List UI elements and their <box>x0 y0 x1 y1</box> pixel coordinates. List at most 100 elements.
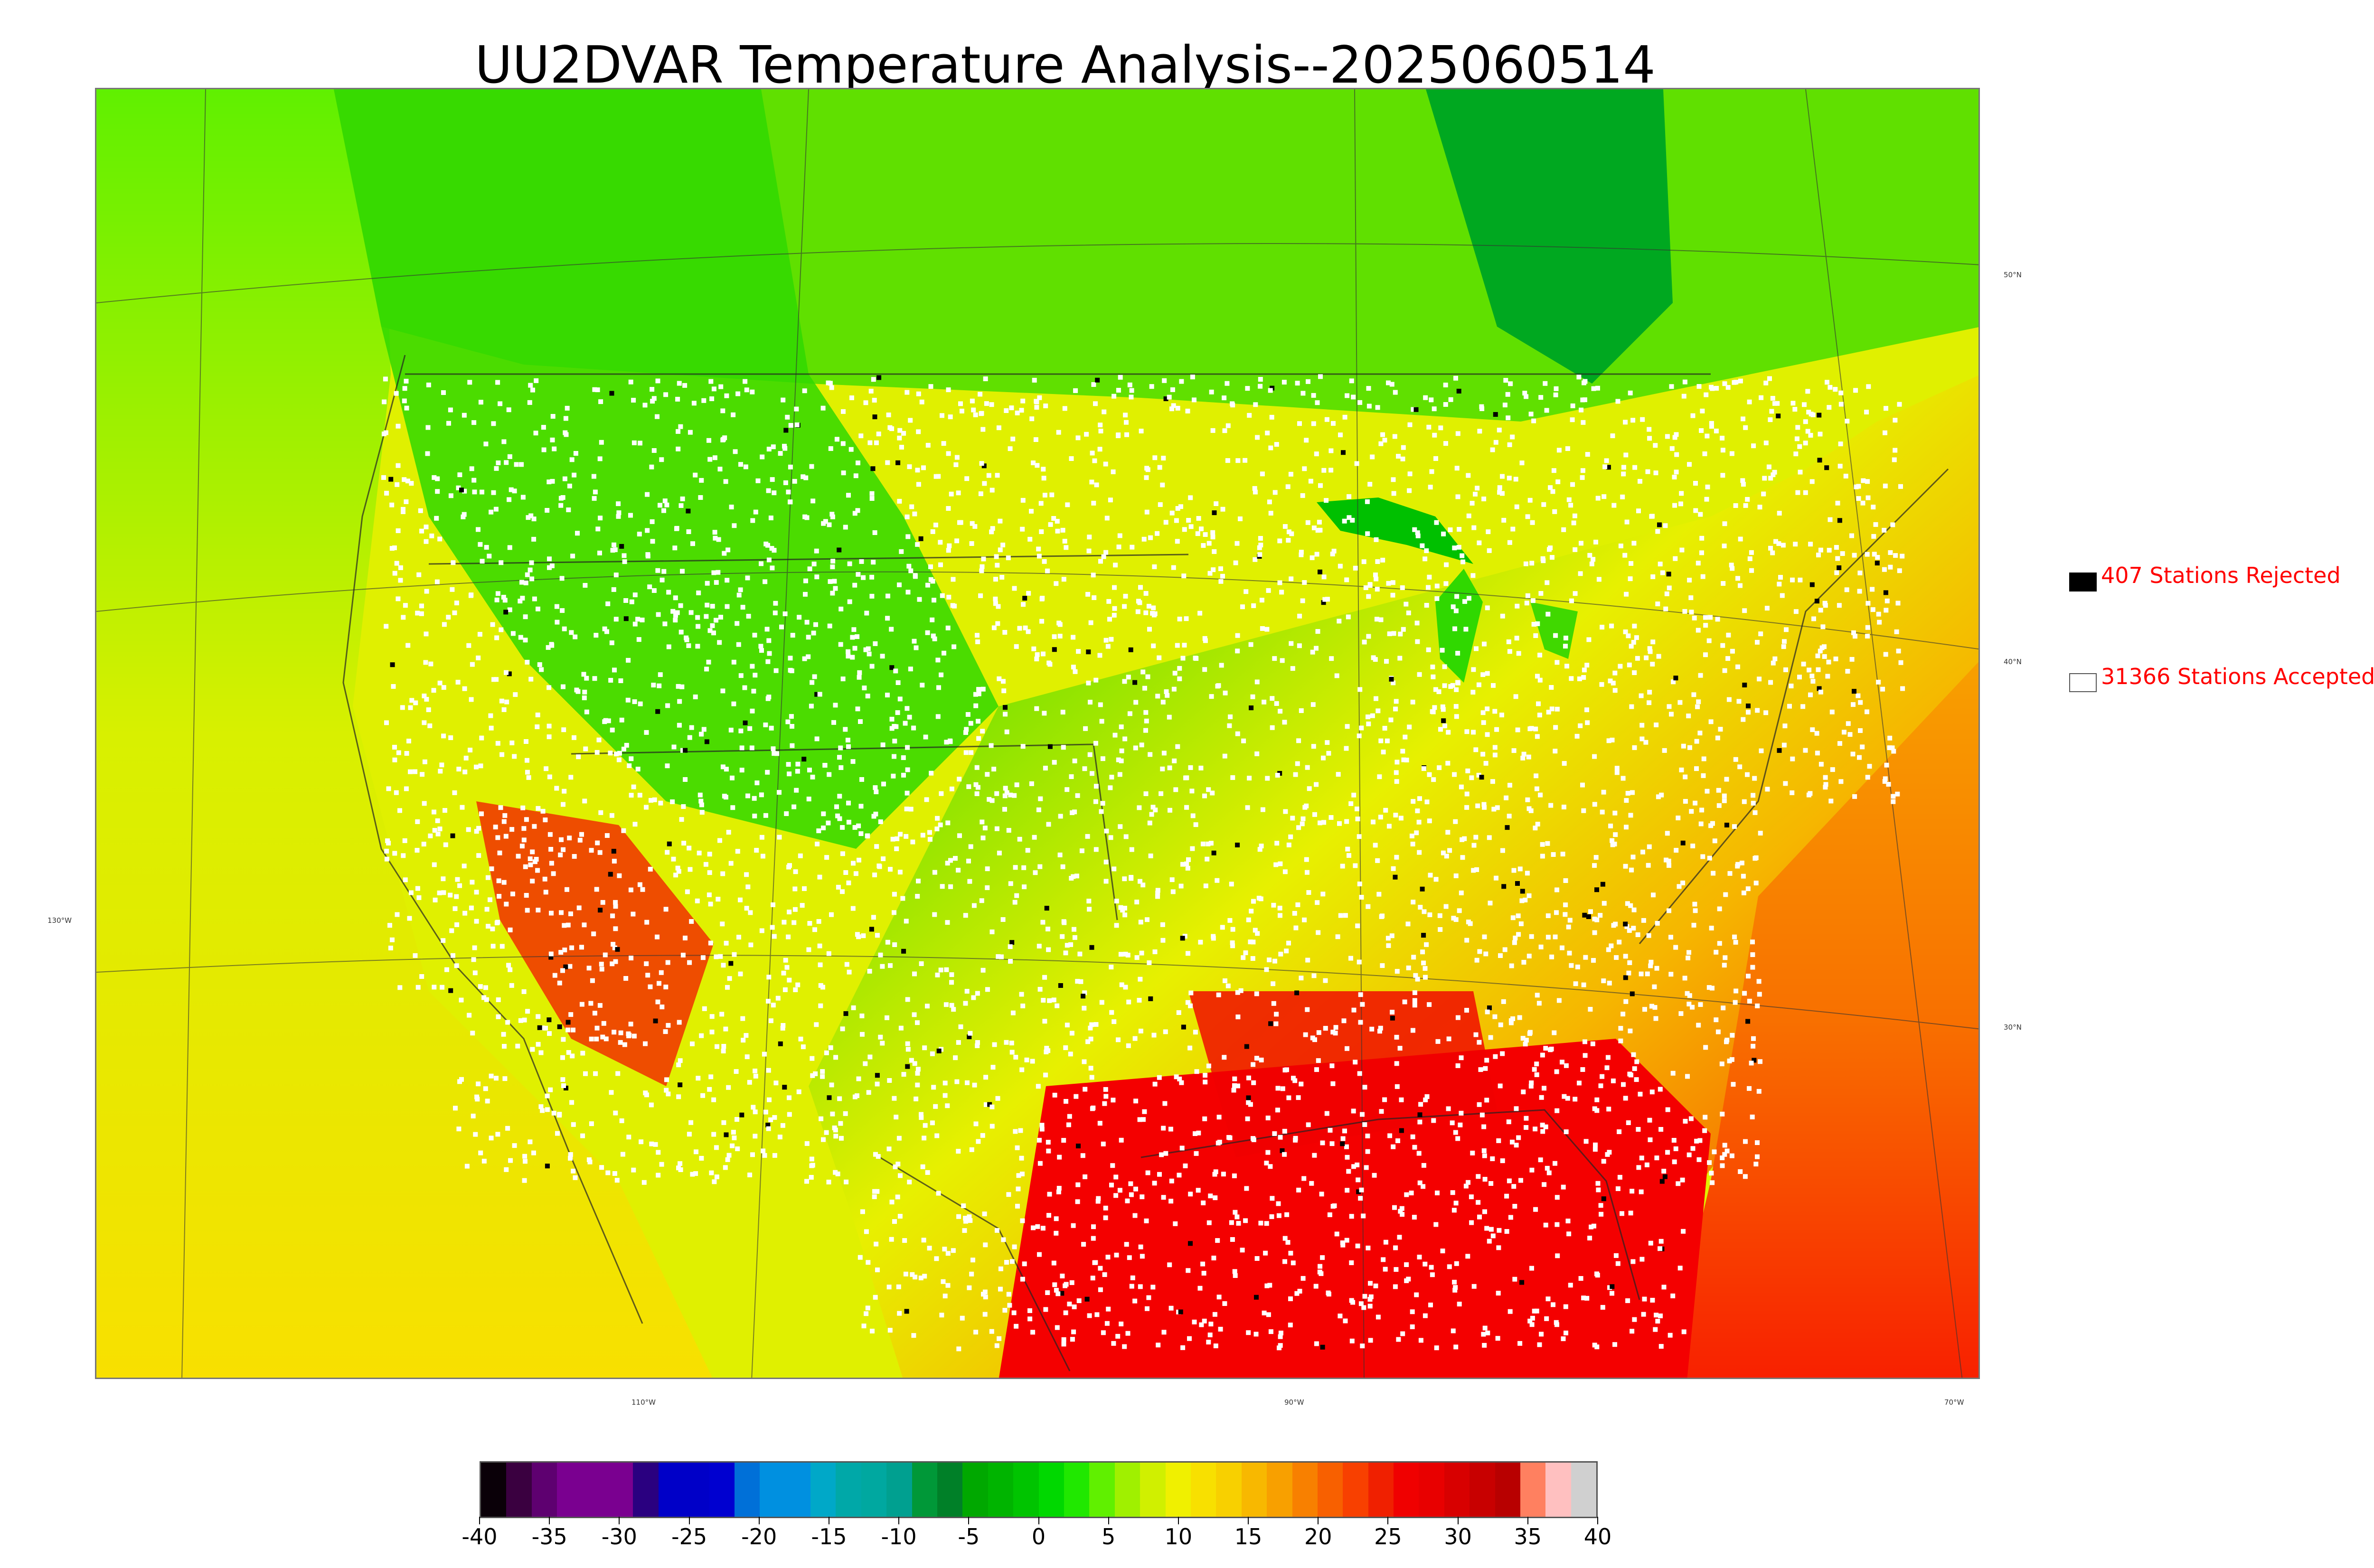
accepted-station <box>522 1154 528 1159</box>
accepted-station <box>1428 1302 1433 1307</box>
accepted-station <box>584 676 589 681</box>
accepted-station <box>1568 503 1573 508</box>
accepted-station <box>1577 676 1582 681</box>
accepted-station <box>515 1043 520 1049</box>
accepted-station <box>1525 871 1530 876</box>
accepted-station <box>386 786 391 791</box>
accepted-station <box>1511 1184 1517 1189</box>
accepted-station <box>1365 531 1370 536</box>
accepted-station <box>1359 725 1364 731</box>
accepted-station <box>530 849 535 854</box>
accepted-station <box>471 1113 476 1118</box>
accepted-station <box>1757 992 1762 997</box>
accepted-station <box>965 1080 970 1085</box>
accepted-station <box>802 656 807 661</box>
accepted-station <box>1155 891 1160 896</box>
accepted-station <box>1246 1100 1251 1105</box>
accepted-station <box>1297 643 1302 648</box>
accepted-station <box>1714 428 1719 433</box>
accepted-station <box>1481 1148 1487 1153</box>
accepted-station <box>1665 1107 1670 1112</box>
accepted-station <box>1042 1019 1047 1024</box>
accepted-station <box>1362 1122 1367 1127</box>
accepted-station <box>561 802 565 807</box>
accepted-station <box>1591 557 1596 562</box>
accepted-station <box>996 604 1001 609</box>
rejected-station <box>1724 823 1729 827</box>
accepted-station <box>560 1055 565 1060</box>
accepted-station <box>1648 1137 1653 1142</box>
accepted-station <box>1290 666 1295 671</box>
accepted-station <box>573 634 578 639</box>
accepted-station <box>528 513 534 518</box>
accepted-station <box>1466 596 1471 601</box>
accepted-station <box>1692 901 1697 907</box>
accepted-station <box>766 999 771 1004</box>
accepted-station <box>1871 505 1876 510</box>
accepted-station <box>1001 688 1007 694</box>
accepted-station <box>610 961 615 967</box>
accepted-station <box>1212 549 1217 554</box>
accepted-station <box>788 656 793 661</box>
accepted-station <box>1551 852 1556 857</box>
accepted-station <box>1097 653 1102 658</box>
accepted-station <box>967 1285 972 1290</box>
accepted-station <box>974 791 980 796</box>
accepted-station <box>1485 732 1490 737</box>
accepted-station <box>611 942 616 947</box>
accepted-station <box>991 767 997 772</box>
accepted-station <box>505 1126 510 1131</box>
accepted-station <box>711 630 716 636</box>
accepted-station <box>471 957 476 962</box>
accepted-station <box>648 984 653 989</box>
accepted-station <box>1299 976 1304 981</box>
accepted-station <box>1412 527 1417 532</box>
accepted-station <box>1179 379 1184 384</box>
accepted-station <box>1431 674 1436 679</box>
accepted-station <box>980 967 986 973</box>
accepted-station <box>603 952 608 958</box>
accepted-station <box>1089 1075 1094 1080</box>
accepted-station <box>863 400 868 405</box>
accepted-station <box>1490 1233 1496 1239</box>
accepted-station <box>1196 1188 1201 1193</box>
accepted-station <box>1401 757 1406 762</box>
colorbar-segment <box>1419 1463 1444 1517</box>
accepted-station <box>876 432 881 437</box>
accepted-station <box>558 852 563 857</box>
accepted-station <box>1118 952 1123 957</box>
accepted-station <box>718 384 724 389</box>
accepted-station <box>1554 1222 1560 1227</box>
accepted-station <box>986 473 991 478</box>
rejected-station <box>1413 407 1419 412</box>
colorbar-segment <box>557 1463 583 1517</box>
accepted-station <box>1291 1260 1296 1266</box>
accepted-station <box>402 838 407 843</box>
accepted-station <box>427 723 433 728</box>
accepted-station <box>909 504 914 509</box>
accepted-station <box>1720 1155 1725 1160</box>
accepted-station <box>1169 510 1175 516</box>
accepted-station <box>528 862 533 867</box>
accepted-station <box>1082 766 1087 771</box>
accepted-station <box>1851 630 1856 635</box>
accepted-station <box>833 703 838 708</box>
accepted-station <box>846 880 851 885</box>
accepted-station <box>1015 410 1020 415</box>
accepted-station <box>1624 924 1630 929</box>
accepted-station <box>1338 432 1343 438</box>
accepted-station <box>1639 736 1645 742</box>
accepted-station <box>1696 699 1701 704</box>
accepted-station <box>1066 1122 1071 1127</box>
accepted-station <box>1521 960 1526 965</box>
accepted-station <box>1367 1297 1373 1302</box>
accepted-station <box>935 714 941 719</box>
accepted-station <box>1443 383 1448 387</box>
accepted-station <box>1491 807 1497 812</box>
accepted-station <box>1222 753 1227 759</box>
accepted-station <box>1893 418 1898 423</box>
accepted-station <box>521 989 527 994</box>
accepted-station <box>1013 1055 1018 1060</box>
accepted-station <box>1632 623 1637 629</box>
accepted-station <box>785 414 790 420</box>
